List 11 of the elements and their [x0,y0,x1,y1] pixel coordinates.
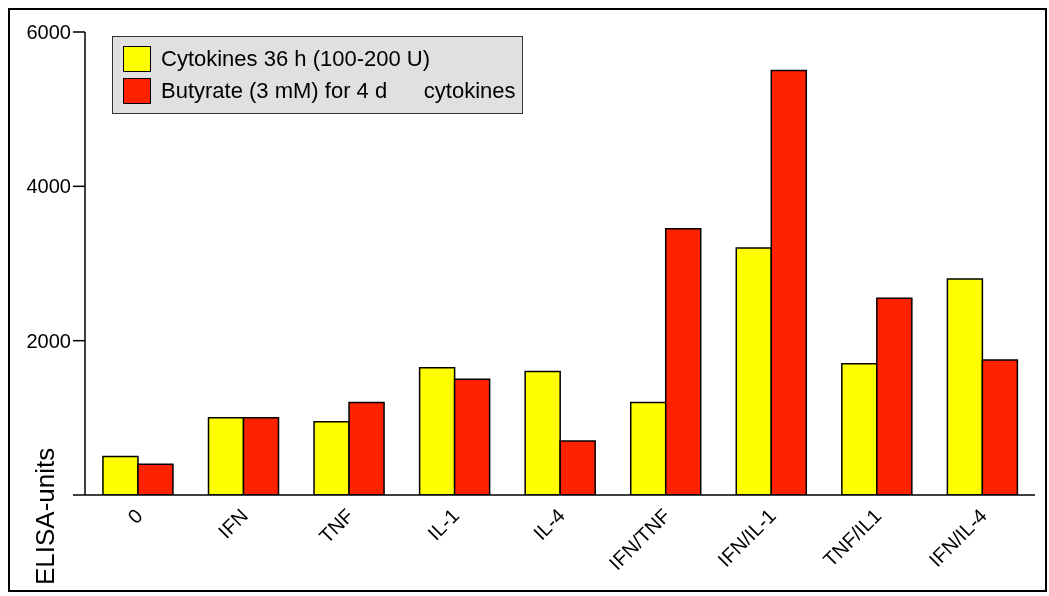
legend-label: Cytokines 36 h (100-200 U) [161,45,431,73]
x-tick-label: TNF [314,504,358,548]
y-axis-title: ELISA-units [30,447,61,585]
legend-label: Butyrate (3 mM) for 4 d cytokines [161,77,516,105]
x-tick-label: IL-1 [423,504,464,545]
x-tick-label: IL-4 [528,504,569,545]
y-tick-label: 4000 [26,175,71,198]
y-tick-label: 6000 [26,21,71,44]
x-tick-label: 0 [123,504,147,528]
y-tick-label: 2000 [26,329,71,352]
x-tick-label: IFN [213,504,253,543]
